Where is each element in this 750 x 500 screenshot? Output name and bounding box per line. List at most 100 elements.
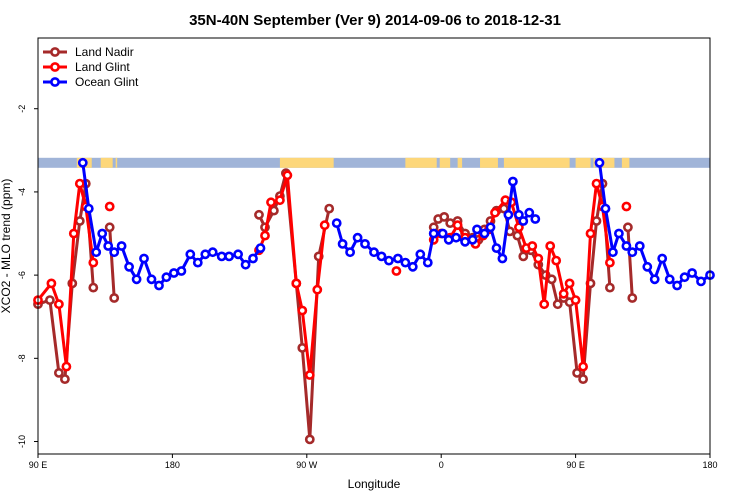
data-point: [376, 251, 387, 262]
data-point: [352, 232, 363, 243]
legend-item: Land Glint: [43, 60, 130, 74]
land-segment: [600, 157, 615, 168]
data-point: [54, 299, 64, 310]
data-point: [77, 157, 88, 168]
land-segment: [405, 157, 437, 168]
plot-area: [33, 157, 715, 445]
series-land-glint: [33, 170, 632, 380]
data-point: [591, 216, 602, 226]
y-tick-label: -2: [17, 105, 27, 113]
data-point: [400, 257, 411, 268]
data-point: [304, 370, 315, 380]
data-point: [608, 247, 618, 258]
data-point: [224, 251, 234, 262]
data-point: [428, 228, 439, 239]
land-segment: [503, 157, 570, 168]
legend-item: Ocean Glint: [43, 75, 139, 89]
data-point: [345, 247, 355, 258]
data-point: [539, 299, 550, 310]
x-axis-label: Longitude: [348, 477, 401, 491]
data-point: [74, 216, 85, 226]
land-segment: [115, 157, 118, 168]
land-segment: [575, 157, 591, 168]
data-point: [254, 209, 264, 220]
data-point: [437, 228, 448, 239]
x-tick-label: 0: [439, 460, 444, 470]
data-point: [687, 268, 697, 278]
data-point: [545, 241, 556, 251]
data-point: [649, 274, 660, 285]
data-point: [331, 218, 342, 228]
plot-frame: [37, 37, 711, 455]
data-point: [451, 232, 461, 243]
y-axis: -10 -8 -6 -4 -2: [17, 105, 38, 448]
data-point: [696, 276, 706, 287]
data-point: [109, 293, 120, 303]
data-point: [319, 220, 330, 231]
data-point: [623, 222, 633, 233]
data-point: [530, 214, 541, 224]
data-point: [116, 241, 127, 251]
data-point: [439, 211, 450, 222]
data-point: [564, 278, 575, 289]
y-tick-label: -8: [17, 354, 27, 362]
data-point: [614, 228, 624, 239]
x-tick-label: 180: [165, 460, 180, 470]
legend-marker: [50, 77, 60, 87]
data-point: [176, 266, 187, 276]
data-point: [139, 253, 149, 264]
data-point: [248, 253, 258, 264]
land-segment: [100, 157, 113, 168]
data-point: [503, 209, 514, 220]
data-point: [297, 342, 308, 353]
legend-label: Ocean Glint: [75, 75, 139, 89]
legend-label: Land Glint: [75, 60, 130, 74]
data-point: [109, 247, 120, 258]
data-point: [600, 203, 611, 214]
data-point: [657, 253, 668, 264]
data-point: [233, 249, 243, 260]
data-point: [392, 253, 403, 264]
chart-title: 35N-40N September (Ver 9) 2014-09-06 to …: [189, 12, 561, 29]
landmask-band: [38, 157, 710, 168]
data-point: [491, 243, 502, 253]
x-axis: 90 E 180 90 W 0 90 E 180: [29, 454, 718, 470]
data-point: [146, 274, 157, 285]
data-point: [551, 255, 562, 266]
land-segment: [593, 157, 596, 168]
data-point: [312, 284, 323, 295]
data-point: [185, 249, 196, 260]
data-point: [91, 247, 102, 258]
land-segment: [621, 157, 630, 168]
data-point: [240, 259, 251, 270]
series-layer: [33, 157, 715, 445]
data-point: [260, 230, 270, 241]
data-point: [578, 374, 588, 384]
y-tick-label: -6: [17, 271, 27, 279]
legend-item: Land Nadir: [43, 45, 134, 59]
data-point: [161, 272, 172, 283]
data-point: [514, 222, 524, 233]
data-point: [46, 278, 57, 289]
data-point: [324, 203, 335, 214]
data-point: [104, 222, 115, 233]
data-point: [490, 207, 500, 218]
data-point: [679, 272, 690, 283]
data-point: [594, 157, 605, 168]
data-point: [605, 257, 615, 268]
land-segment: [457, 157, 463, 168]
data-point: [479, 228, 490, 239]
data-point: [605, 282, 615, 293]
data-point: [104, 201, 115, 212]
x-tick-label: 90 E: [29, 460, 48, 470]
data-point: [552, 299, 563, 310]
data-point: [61, 361, 72, 372]
data-point: [627, 293, 638, 303]
y-axis-label: XCO2 - MLO trend (ppm): [0, 179, 13, 314]
ocean-band: [38, 157, 710, 168]
data-point: [391, 266, 402, 276]
data-point: [572, 367, 582, 378]
data-point: [192, 257, 203, 268]
data-point: [508, 176, 518, 187]
data-point: [621, 241, 632, 251]
